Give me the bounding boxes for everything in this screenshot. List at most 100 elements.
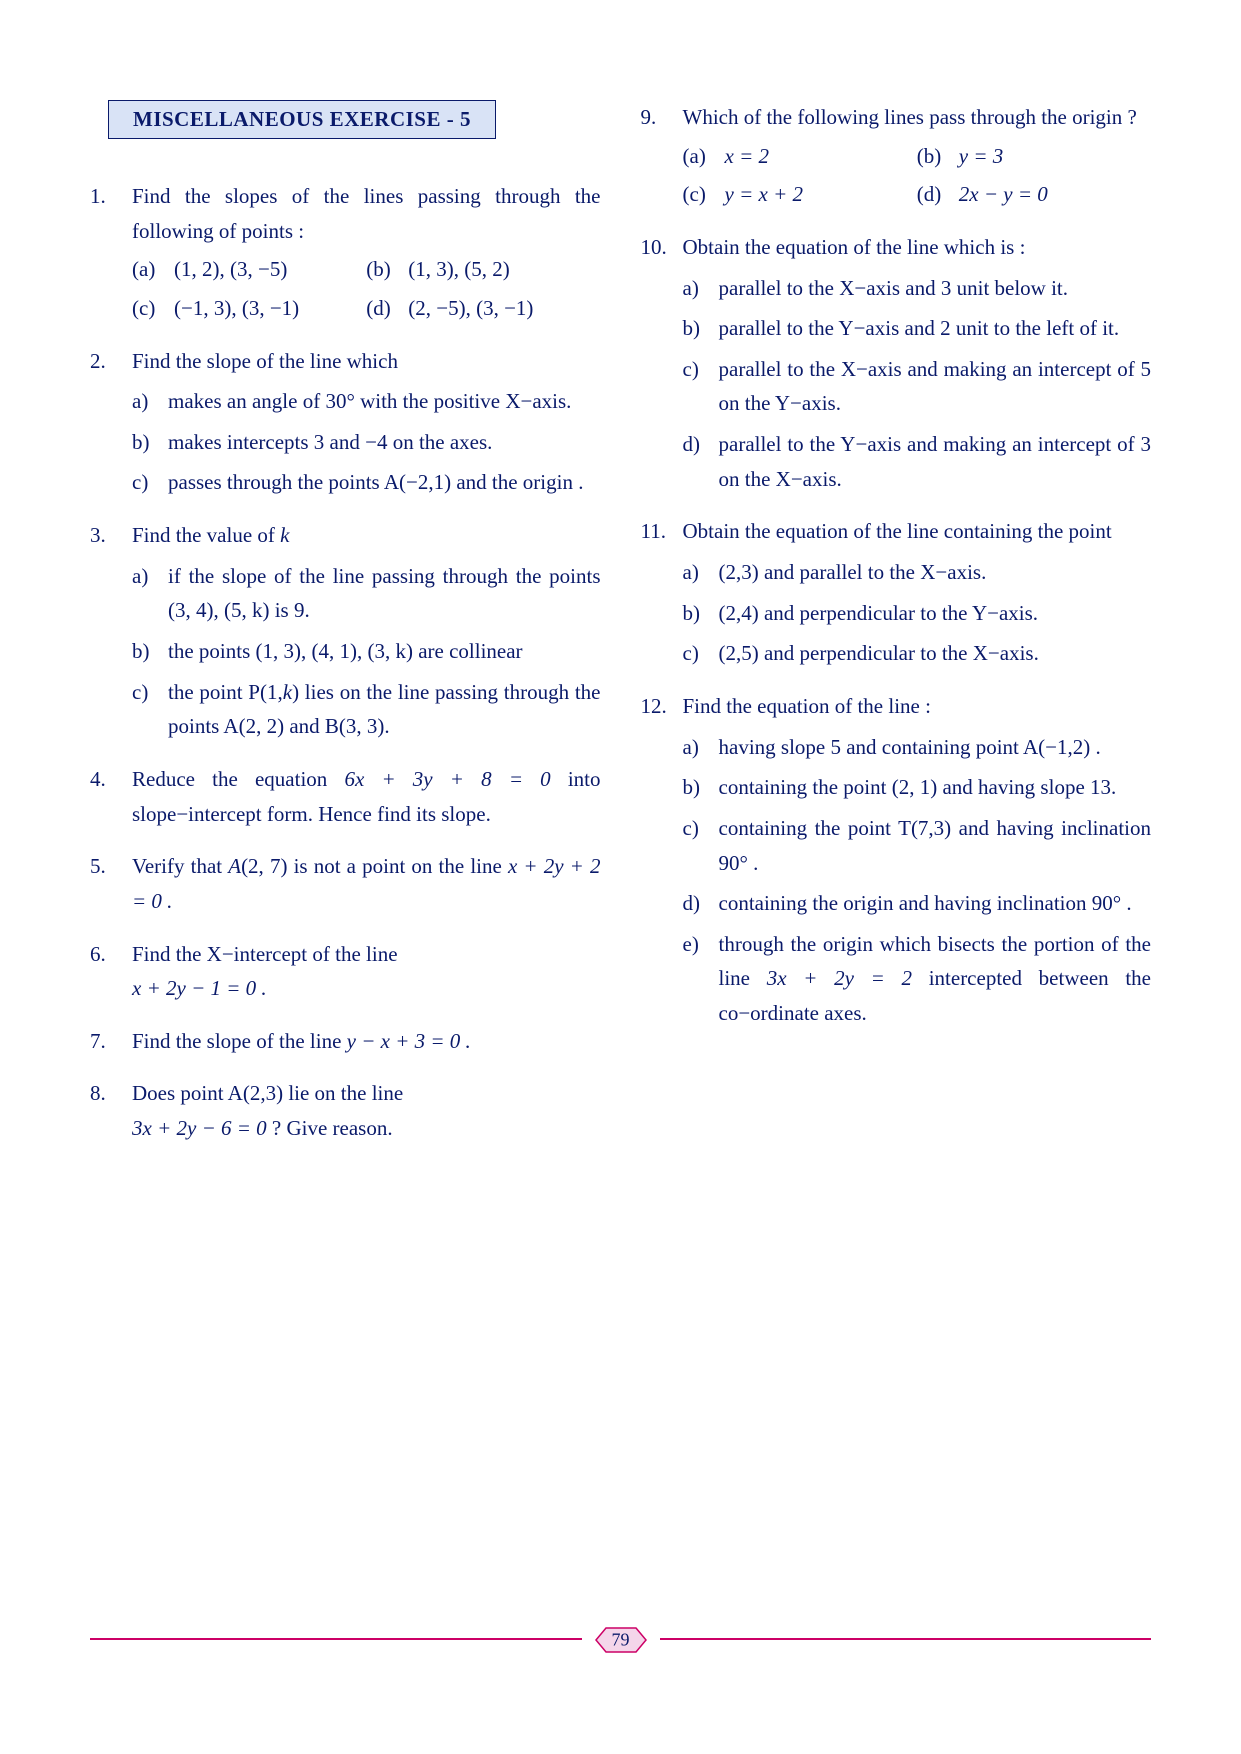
sub-label: c): [132, 675, 168, 744]
equation: 6x + 3y + 8 = 0: [344, 767, 550, 791]
sub-label: b): [683, 596, 719, 631]
sub-text: parallel to the X−axis and making an int…: [719, 352, 1152, 421]
text: Does point A(2,3) lie on the line: [132, 1081, 403, 1105]
question-11: 11. Obtain the equation of the line cont…: [641, 514, 1152, 671]
question-number: 5.: [90, 849, 132, 918]
question-body: Find the slopes of the lines passing thr…: [132, 179, 601, 326]
sub-label: a): [683, 271, 719, 306]
sub-label: c): [683, 636, 719, 671]
question-9: 9. Which of the following lines pass thr…: [641, 100, 1152, 212]
question-body: Find the slope of the line which a)makes…: [132, 344, 601, 501]
question-4: 4. Reduce the equation 6x + 3y + 8 = 0 i…: [90, 762, 601, 831]
question-body: Obtain the equation of the line containi…: [683, 514, 1152, 671]
question-text: Find the slopes of the lines passing thr…: [132, 184, 601, 243]
question-number: 1.: [90, 179, 132, 326]
question-number: 2.: [90, 344, 132, 501]
equation: 3x + 2y = 2: [767, 966, 912, 990]
question-12: 12. Find the equation of the line : a)ha…: [641, 689, 1152, 1031]
sub-label: a): [132, 384, 168, 419]
sub-text: containing the point T(7,3) and having i…: [719, 811, 1152, 880]
option-text: y = x + 2: [725, 177, 803, 212]
sub-label: d): [683, 427, 719, 496]
sub-text: makes intercepts 3 and −4 on the axes.: [168, 425, 601, 460]
option-label: (d): [917, 177, 959, 212]
equation: y − x + 3 = 0 .: [347, 1029, 471, 1053]
option-text: (1, 3), (5, 2): [408, 252, 509, 287]
question-text: Obtain the equation of the line which is…: [683, 235, 1026, 259]
sub-label: e): [683, 927, 719, 1031]
question-text: Which of the following lines pass throug…: [683, 105, 1137, 129]
question-body: Find the slope of the line y − x + 3 = 0…: [132, 1024, 601, 1059]
question-body: Does point A(2,3) lie on the line 3x + 2…: [132, 1076, 601, 1145]
page-number: 79: [612, 1630, 630, 1651]
question-body: Reduce the equation 6x + 3y + 8 = 0 into…: [132, 762, 601, 831]
sub-label: a): [683, 555, 719, 590]
sub-text: (2,4) and perpendicular to the Y−axis.: [719, 596, 1152, 631]
option-label: (a): [683, 139, 725, 174]
sub-label: b): [683, 311, 719, 346]
equation: 3x + 2y − 6 = 0: [132, 1116, 267, 1140]
question-1: 1. Find the slopes of the lines passing …: [90, 179, 601, 326]
option-label: (a): [132, 252, 174, 287]
sub-label: b): [683, 770, 719, 805]
option-text: 2x − y = 0: [959, 177, 1048, 212]
sub-text: parallel to the Y−axis and making an int…: [719, 427, 1152, 496]
question-2: 2. Find the slope of the line which a)ma…: [90, 344, 601, 501]
sub-text: (2,5) and perpendicular to the X−axis.: [719, 636, 1152, 671]
sub-text: makes an angle of 30° with the positive …: [168, 384, 601, 419]
sub-text: containing the point (2, 1) and having s…: [719, 770, 1152, 805]
text: Reduce the equation: [132, 767, 344, 791]
sub-text: parallel to the X−axis and 3 unit below …: [719, 271, 1152, 306]
text: the point P(1,: [168, 680, 283, 704]
point-A: A: [228, 854, 241, 878]
text: Find the slope of the line: [132, 1029, 347, 1053]
footer-rule: 79: [90, 1638, 1151, 1640]
question-text: Find the slope of the line which: [132, 349, 398, 373]
two-column-layout: MISCELLANEOUS EXERCISE - 5 1. Find the s…: [90, 100, 1151, 1164]
option-label: (c): [132, 291, 174, 326]
sub-label: c): [683, 811, 719, 880]
question-text-pre: Find the value of: [132, 523, 280, 547]
sub-label: a): [132, 559, 168, 628]
question-body: Which of the following lines pass throug…: [683, 100, 1152, 212]
sub-text: through the origin which bisects the por…: [719, 927, 1152, 1031]
question-text: Obtain the equation of the line containi…: [683, 519, 1112, 543]
sub-text: containing the origin and having inclina…: [719, 886, 1152, 921]
question-number: 12.: [641, 689, 683, 1031]
question-10: 10. Obtain the equation of the line whic…: [641, 230, 1152, 496]
option-text: (−1, 3), (3, −1): [174, 291, 299, 326]
question-number: 3.: [90, 518, 132, 744]
question-number: 7.: [90, 1024, 132, 1059]
option-label: (c): [683, 177, 725, 212]
option-text: x = 2: [725, 139, 770, 174]
sub-label: b): [132, 425, 168, 460]
question-number: 4.: [90, 762, 132, 831]
question-number: 6.: [90, 937, 132, 1006]
sub-label: a): [683, 730, 719, 765]
sub-text: the points (1, 3), (4, 1), (3, k) are co…: [168, 634, 601, 669]
text: (2, 7) is not a point on the line: [241, 854, 508, 878]
equation: x + 2y − 1 = 0 .: [132, 976, 267, 1000]
page-footer: 79: [90, 1638, 1151, 1640]
left-column: MISCELLANEOUS EXERCISE - 5 1. Find the s…: [90, 100, 601, 1164]
question-7: 7. Find the slope of the line y − x + 3 …: [90, 1024, 601, 1059]
sub-label: c): [683, 352, 719, 421]
sub-text: parallel to the Y−axis and 2 unit to the…: [719, 311, 1152, 346]
sub-text: (2,3) and parallel to the X−axis.: [719, 555, 1152, 590]
page-number-badge: 79: [582, 1625, 660, 1655]
question-8: 8. Does point A(2,3) lie on the line 3x …: [90, 1076, 601, 1145]
text: ? Give reason.: [267, 1116, 393, 1140]
question-body: Find the value of k a)if the slope of th…: [132, 518, 601, 744]
sub-text: passes through the points A(−2,1) and th…: [168, 465, 601, 500]
text: Verify that: [132, 854, 228, 878]
question-number: 10.: [641, 230, 683, 496]
page: MISCELLANEOUS EXERCISE - 5 1. Find the s…: [0, 0, 1241, 1700]
option-text: (1, 2), (3, −5): [174, 252, 287, 287]
question-text: Find the equation of the line :: [683, 694, 931, 718]
question-body: Find the X−intercept of the line x + 2y …: [132, 937, 601, 1006]
exercise-title-box: MISCELLANEOUS EXERCISE - 5: [108, 100, 496, 139]
sub-label: c): [132, 465, 168, 500]
sub-label: d): [683, 886, 719, 921]
question-6: 6. Find the X−intercept of the line x + …: [90, 937, 601, 1006]
sub-text: if the slope of the line passing through…: [168, 559, 601, 628]
